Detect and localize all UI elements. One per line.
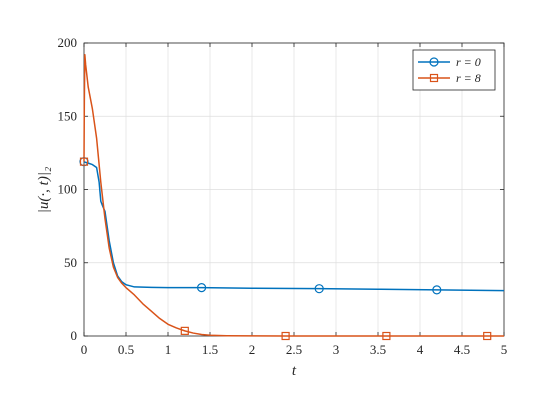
series-1-marker xyxy=(281,331,290,341)
y-tick-label: 50 xyxy=(64,255,77,270)
series-1-marker xyxy=(180,326,189,335)
legend-box xyxy=(412,49,496,91)
series-0-marker xyxy=(432,285,442,295)
series-1-marker xyxy=(79,157,89,166)
y-tick-label: 100 xyxy=(58,182,78,197)
x-tick-label: 3 xyxy=(333,342,340,357)
legend-marker-r0 xyxy=(429,57,439,67)
y-axis-label: |u(·, t)|₂ xyxy=(36,167,52,213)
y-tick-label: 150 xyxy=(58,108,78,123)
x-tick-label: 0.5 xyxy=(118,342,134,357)
x-tick-label: 1 xyxy=(165,342,172,357)
legend-marker-r8 xyxy=(429,73,439,83)
x-tick-label: 1.5 xyxy=(202,342,218,357)
x-tick-label: 0 xyxy=(81,342,88,357)
x-axis-label: t xyxy=(292,363,297,379)
legend-label-r8: r = 8 xyxy=(456,71,481,85)
series-line-1 xyxy=(83,53,504,337)
x-tick-label: 2 xyxy=(249,342,256,357)
series-lines xyxy=(83,53,505,337)
legend-label-r0: r = 0 xyxy=(456,55,481,69)
y-tick-label: 0 xyxy=(71,328,78,343)
series-1-marker xyxy=(382,331,391,341)
x-tick-label: 3.5 xyxy=(370,342,386,357)
series-markers xyxy=(79,157,492,341)
series-1-marker xyxy=(483,331,492,341)
series-0-marker xyxy=(314,284,324,294)
x-tick-label: 5 xyxy=(501,342,508,357)
legend: r = 0 r = 8 xyxy=(412,49,496,91)
series-0-marker xyxy=(197,283,207,293)
x-tick-label: 2.5 xyxy=(286,342,302,357)
x-tick-label: 4 xyxy=(417,342,424,357)
y-tick-label: 200 xyxy=(58,35,78,50)
x-tick-label: 4.5 xyxy=(454,342,470,357)
